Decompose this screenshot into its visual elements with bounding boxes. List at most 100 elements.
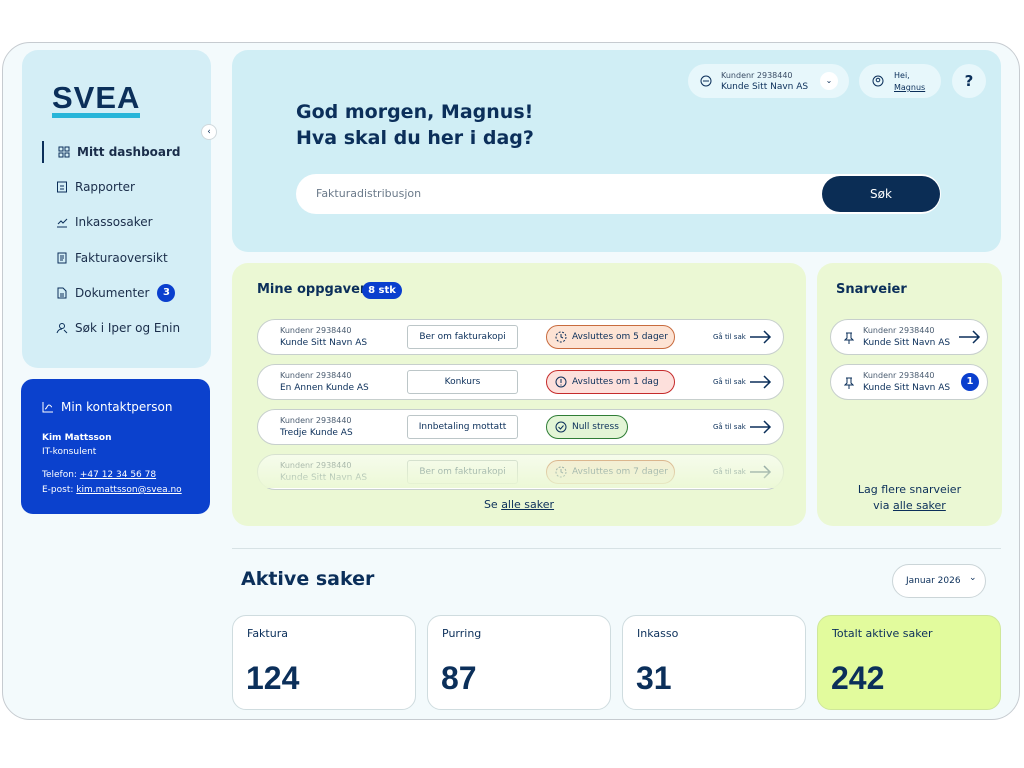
nav-icon bbox=[57, 287, 67, 299]
task-row[interactable]: Kundenr 2938440 En Annen Kunde AS Konkurs A… bbox=[257, 364, 784, 400]
nav-icon bbox=[56, 323, 68, 334]
tasks-footer: Se alle saker bbox=[419, 498, 619, 511]
task-name: Kunde Sitt Navn AS bbox=[280, 338, 368, 348]
task-status: Avsluttes om 1 dag bbox=[546, 370, 675, 394]
shortcut-name: Kunde Sitt Navn AS bbox=[863, 338, 951, 348]
pin-icon bbox=[844, 377, 854, 389]
shortcut-row[interactable]: Kundenr 2938440 Kunde Sitt Navn AS bbox=[830, 319, 988, 355]
nav-icon bbox=[57, 252, 67, 264]
divider bbox=[232, 548, 1001, 549]
footer-text: Se bbox=[483, 498, 498, 511]
greeting-line: Hva skal du her i dag? bbox=[296, 127, 534, 149]
stat-value: 87 bbox=[441, 660, 477, 696]
task-id: Kundenr 2938440 bbox=[280, 371, 352, 380]
user-menu[interactable]: Hei, Magnus bbox=[859, 64, 941, 98]
task-id: Kundenr 2938440 bbox=[280, 326, 352, 335]
account-icon bbox=[700, 75, 712, 87]
status-label: Avsluttes om 5 dager bbox=[572, 332, 668, 342]
shortcut-name: Kunde Sitt Navn AS bbox=[863, 383, 951, 393]
user-icon bbox=[872, 75, 884, 87]
arrow-icon bbox=[959, 330, 981, 344]
nav-label: Dokumenter bbox=[75, 286, 150, 300]
period-chevron: ⌄ bbox=[969, 573, 977, 583]
search-placeholder: Fakturadistribusjon bbox=[316, 187, 422, 200]
task-action[interactable]: Gå til sak bbox=[713, 333, 746, 341]
nav-item[interactable]: Dokumenter 3 bbox=[42, 282, 202, 304]
period-select[interactable]: Januar 2026 ⌄ bbox=[892, 564, 986, 598]
stat-card[interactable]: Inkasso 31 bbox=[622, 615, 806, 710]
nav-item[interactable]: Søk i Iper og Enin bbox=[42, 317, 202, 339]
account-chevron[interactable]: ⌄ bbox=[820, 72, 838, 90]
email-label: E-post: bbox=[42, 485, 74, 495]
stat-label: Purring bbox=[442, 627, 482, 640]
user-greeting: Hei, bbox=[894, 71, 910, 80]
task-action[interactable]: Gå til sak bbox=[713, 378, 746, 386]
status-label: Null stress bbox=[572, 422, 619, 432]
search-button[interactable]: Søk bbox=[822, 176, 940, 212]
nav-label: Rapporter bbox=[75, 180, 135, 194]
stat-card[interactable]: Purring 87 bbox=[427, 615, 611, 710]
footer-text: Lag flere snarveier bbox=[857, 483, 962, 496]
greeting: God morgen, Magnus! Hva skal du her i dag… bbox=[296, 99, 534, 151]
contact-card: Min kontaktperson Kim Mattsson IT-konsul… bbox=[21, 379, 210, 514]
shortcut-badge: 1 bbox=[961, 373, 979, 391]
nav-item[interactable]: Inkassosaker bbox=[42, 211, 202, 233]
stat-card[interactable]: Totalt aktive saker 242 bbox=[817, 615, 1001, 710]
task-id: Kundenr 2938440 bbox=[280, 416, 352, 425]
stat-label: Faktura bbox=[247, 627, 288, 640]
phone-label: Telefon: bbox=[42, 470, 77, 480]
task-action[interactable]: Gå til sak bbox=[713, 423, 746, 431]
nav-item[interactable]: Rapporter bbox=[42, 176, 202, 198]
nav-icon bbox=[57, 181, 67, 193]
nav-item[interactable]: Mitt dashboard bbox=[42, 141, 202, 163]
section-title: Aktive saker bbox=[241, 568, 375, 590]
help-button[interactable]: ? bbox=[952, 64, 986, 98]
nav-label: Mitt dashboard bbox=[77, 145, 181, 159]
account-selector[interactable]: Kundenr 2938440 Kunde Sitt Navn AS ⌄ bbox=[688, 64, 849, 98]
logo[interactable]: SVEA bbox=[52, 80, 141, 115]
task-status: Null stress bbox=[546, 415, 628, 439]
stat-value: 31 bbox=[636, 660, 672, 696]
stat-value: 242 bbox=[831, 660, 885, 696]
task-row[interactable]: Kundenr 2938440 Kunde Sitt Navn AS Ber om … bbox=[257, 319, 784, 355]
period-label: Januar 2026 bbox=[906, 576, 961, 586]
nav-label: Fakturaoversikt bbox=[75, 251, 168, 265]
shortcut-row[interactable]: Kundenr 2938440 Kunde Sitt Navn AS 1 bbox=[830, 364, 988, 400]
footer-link[interactable]: alle saker bbox=[501, 498, 555, 511]
nav-item[interactable]: Fakturaoversikt bbox=[42, 247, 202, 269]
task-name: Tredje Kunde AS bbox=[280, 428, 353, 438]
nav-icon bbox=[57, 218, 68, 228]
arrow-icon bbox=[750, 375, 772, 389]
account-name: Kunde Sitt Navn AS bbox=[721, 82, 809, 92]
tasks-title: Mine oppgaver bbox=[257, 282, 367, 297]
arrow-icon bbox=[750, 420, 772, 434]
nav-icon bbox=[58, 146, 70, 158]
task-type: Konkurs bbox=[407, 370, 518, 394]
shortcuts-footer: Lag flere snarveier via alle saker bbox=[817, 482, 1002, 514]
contact-name: Kim Mattsson bbox=[42, 433, 112, 443]
contact-title: Min kontaktperson bbox=[61, 400, 173, 414]
logo-bar bbox=[52, 113, 140, 118]
shortcut-id: Kundenr 2938440 bbox=[863, 371, 935, 380]
greeting-line: God morgen, Magnus! bbox=[296, 101, 534, 123]
pin-icon bbox=[844, 332, 854, 344]
arrow-icon bbox=[750, 330, 772, 344]
phone-link[interactable]: +47 12 34 56 78 bbox=[79, 470, 157, 480]
status-icon bbox=[555, 331, 567, 343]
collapse-button[interactable]: ‹ bbox=[201, 124, 217, 140]
sidebar bbox=[22, 50, 211, 368]
stat-value: 124 bbox=[246, 660, 300, 696]
footer-link[interactable]: alle saker bbox=[892, 499, 946, 512]
nav-label: Søk i Iper og Enin bbox=[75, 321, 181, 335]
shortcut-id: Kundenr 2938440 bbox=[863, 326, 935, 335]
email-link[interactable]: kim.mattsson@svea.no bbox=[76, 485, 182, 495]
footer-text: via bbox=[873, 499, 890, 512]
status-icon bbox=[555, 421, 567, 433]
contact-icon bbox=[42, 402, 53, 413]
task-name: En Annen Kunde AS bbox=[280, 383, 369, 393]
stat-card[interactable]: Faktura 124 bbox=[232, 615, 416, 710]
user-name[interactable]: Magnus bbox=[894, 83, 926, 92]
task-row[interactable]: Kundenr 2938440 Tredje Kunde AS Innbetalin… bbox=[257, 409, 784, 445]
